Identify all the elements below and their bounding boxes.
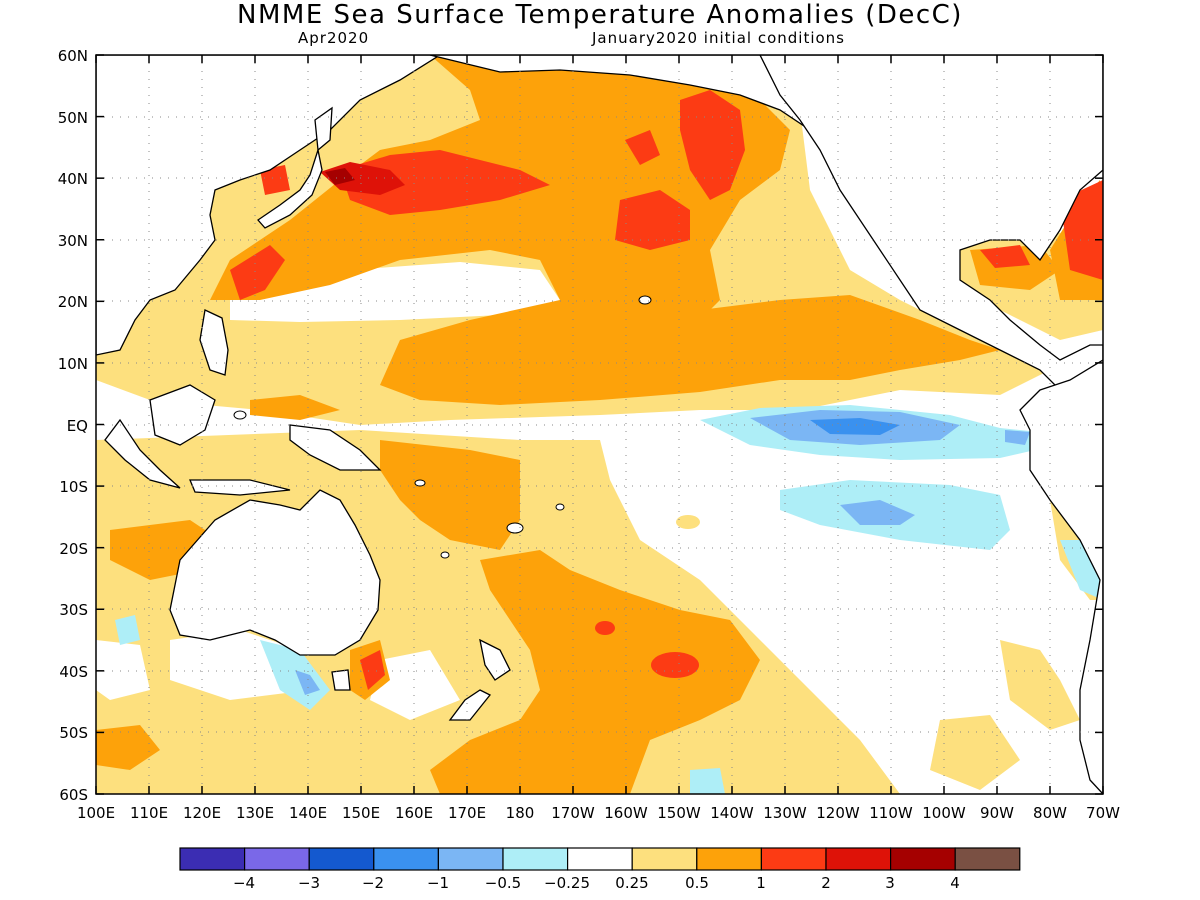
legend-label: 2 xyxy=(821,874,831,892)
lat-label: 30N xyxy=(58,232,88,250)
legend-label: −0.25 xyxy=(544,874,590,892)
legend-label: −3 xyxy=(298,874,320,892)
lat-label: 40S xyxy=(59,663,88,681)
lon-label: 100E xyxy=(77,804,115,822)
legend-label: 0.5 xyxy=(685,874,709,892)
legend-labels: −4 −3 −2 −1 −0.5 −0.25 0.25 0.5 1 2 3 4 xyxy=(233,874,960,892)
lat-label: 20S xyxy=(59,540,88,558)
latitude-labels: 60N 50N 40N 30N 20N 10N EQ 10S 20S 30S 4… xyxy=(58,47,88,804)
initial-conditions-label: January2020 initial conditions xyxy=(592,29,845,47)
lat-label: 10N xyxy=(58,355,88,373)
lon-label: 150E xyxy=(342,804,380,822)
legend-label: 4 xyxy=(950,874,960,892)
lon-label: 120E xyxy=(183,804,221,822)
legend-swatch xyxy=(373,847,439,871)
anomaly-contour-3 xyxy=(325,168,355,185)
landmasses xyxy=(96,55,1103,794)
lon-label: 100W xyxy=(922,804,966,822)
lon-label: 70W xyxy=(1086,804,1120,822)
axis-ticks xyxy=(95,54,1104,795)
lat-label: 60S xyxy=(59,786,88,804)
legend-swatch xyxy=(696,847,762,871)
islands xyxy=(233,295,652,559)
map-title: NMME Sea Surface Temperature Anomalies (… xyxy=(237,0,963,30)
lon-label: 130E xyxy=(236,804,274,822)
legend-swatch xyxy=(825,847,892,871)
lon-label: 90W xyxy=(980,804,1014,822)
lon-label: 80W xyxy=(1033,804,1067,822)
lat-label: 50S xyxy=(59,724,88,742)
lat-label: EQ xyxy=(67,417,88,435)
lon-label: 120W xyxy=(816,804,860,822)
lat-label: 50N xyxy=(58,109,88,127)
lon-label: 110E xyxy=(130,804,168,822)
lon-label: 140E xyxy=(289,804,327,822)
anomaly-contour-neg-1 xyxy=(810,418,900,435)
legend-label: −4 xyxy=(233,874,255,892)
lon-label: 160W xyxy=(604,804,648,822)
lon-label: 130W xyxy=(763,804,807,822)
legend-swatch xyxy=(760,847,827,871)
lat-label: 40N xyxy=(58,170,88,188)
lon-label: 110W xyxy=(869,804,913,822)
legend-swatch xyxy=(889,847,956,871)
legend-swatch xyxy=(631,847,698,871)
longitude-labels: 100E 110E 120E 130E 140E 150E 160E 170E … xyxy=(77,804,1120,822)
lon-label: 140W xyxy=(710,804,754,822)
lon-label: 180 xyxy=(506,804,535,822)
forecast-month: Apr2020 xyxy=(298,29,370,47)
legend-label: 1 xyxy=(756,874,766,892)
lat-label: 60N xyxy=(58,47,88,65)
legend-swatch xyxy=(502,847,569,871)
legend-swatches xyxy=(179,847,1021,871)
legend-swatch xyxy=(179,847,246,871)
lon-label: 150W xyxy=(657,804,701,822)
lon-label: 170W xyxy=(551,804,595,822)
legend-label: 3 xyxy=(885,874,895,892)
legend-swatch xyxy=(244,847,310,871)
legend-label: −1 xyxy=(427,874,449,892)
anomaly-field xyxy=(96,55,1103,794)
legend-label: −2 xyxy=(362,874,384,892)
lat-label: 30S xyxy=(59,601,88,619)
legend-swatch xyxy=(437,847,504,871)
lat-label: 10S xyxy=(59,478,88,496)
legend-label: 0.25 xyxy=(615,874,648,892)
color-legend: −4 −3 −2 −1 −0.5 −0.25 0.25 0.5 1 2 3 4 xyxy=(179,847,1021,892)
legend-label: −0.5 xyxy=(485,874,521,892)
legend-swatch xyxy=(566,847,633,871)
lat-label: 20N xyxy=(58,293,88,311)
lon-label: 160E xyxy=(395,804,433,822)
lon-label: 170E xyxy=(448,804,486,822)
legend-swatch xyxy=(308,847,375,871)
legend-swatch xyxy=(954,847,1021,871)
